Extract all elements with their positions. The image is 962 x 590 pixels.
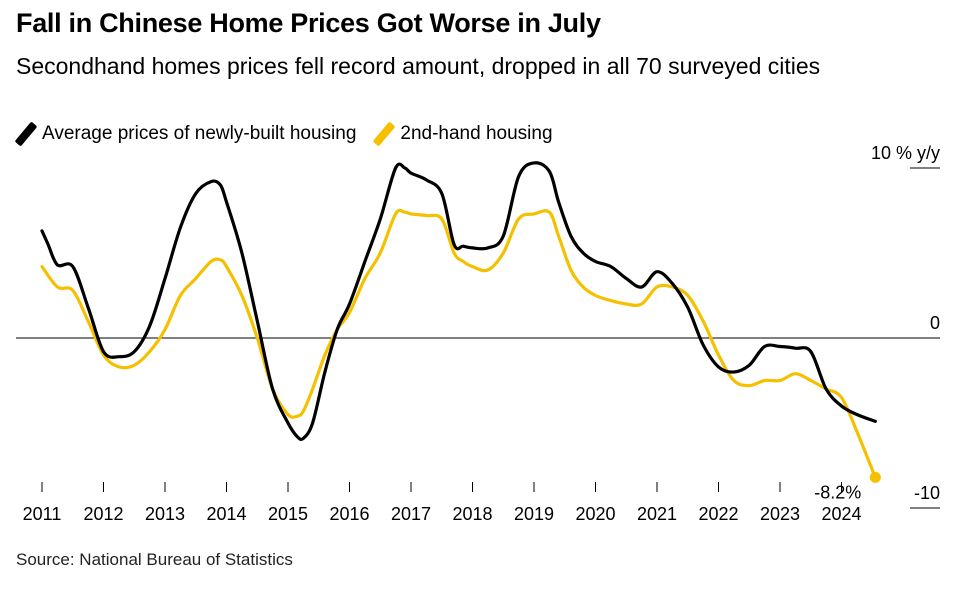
x-tick-label: 2024 <box>821 504 861 524</box>
legend-item-second-hand: 2nd-hand housing <box>372 121 553 147</box>
x-tick-label: 2014 <box>206 504 246 524</box>
chart-title: Fall in Chinese Home Prices Got Worse in… <box>16 8 601 38</box>
x-tick-label: 2022 <box>698 504 738 524</box>
chart-subtitle: Secondhand homes prices fell record amou… <box>16 53 821 79</box>
y-tick-label: -10 <box>914 483 940 503</box>
x-tick-label: 2023 <box>760 504 800 524</box>
endpoint-marker-second-hand <box>869 471 881 483</box>
x-tick-label: 2017 <box>391 504 431 524</box>
y-tick-label: 10 % y/y <box>871 143 940 163</box>
x-tick-label: 2021 <box>637 504 677 524</box>
x-tick-label: 2020 <box>575 504 615 524</box>
series-line-new-housing <box>40 161 877 442</box>
legend-label-second-hand: 2nd-hand housing <box>400 123 553 144</box>
x-tick-label: 2011 <box>23 504 62 524</box>
legend: Average prices of newly-built housing 2n… <box>14 121 571 147</box>
x-tick-label: 2016 <box>329 504 369 524</box>
y-tick-label: 0 <box>930 313 940 333</box>
x-tick-label: 2012 <box>83 504 123 524</box>
series-line-second-hand <box>40 208 877 479</box>
x-tick-label: 2013 <box>145 504 185 524</box>
legend-item-new-housing: Average prices of newly-built housing <box>14 121 357 147</box>
source-note: Source: National Bureau of Statistics <box>16 550 293 569</box>
x-tick-label: 2018 <box>452 504 492 524</box>
annotation-label: -8.2% <box>814 482 861 502</box>
x-tick-label: 2015 <box>268 504 308 524</box>
legend-label-new-housing: Average prices of newly-built housing <box>42 123 357 144</box>
x-tick-label: 2019 <box>514 504 554 524</box>
